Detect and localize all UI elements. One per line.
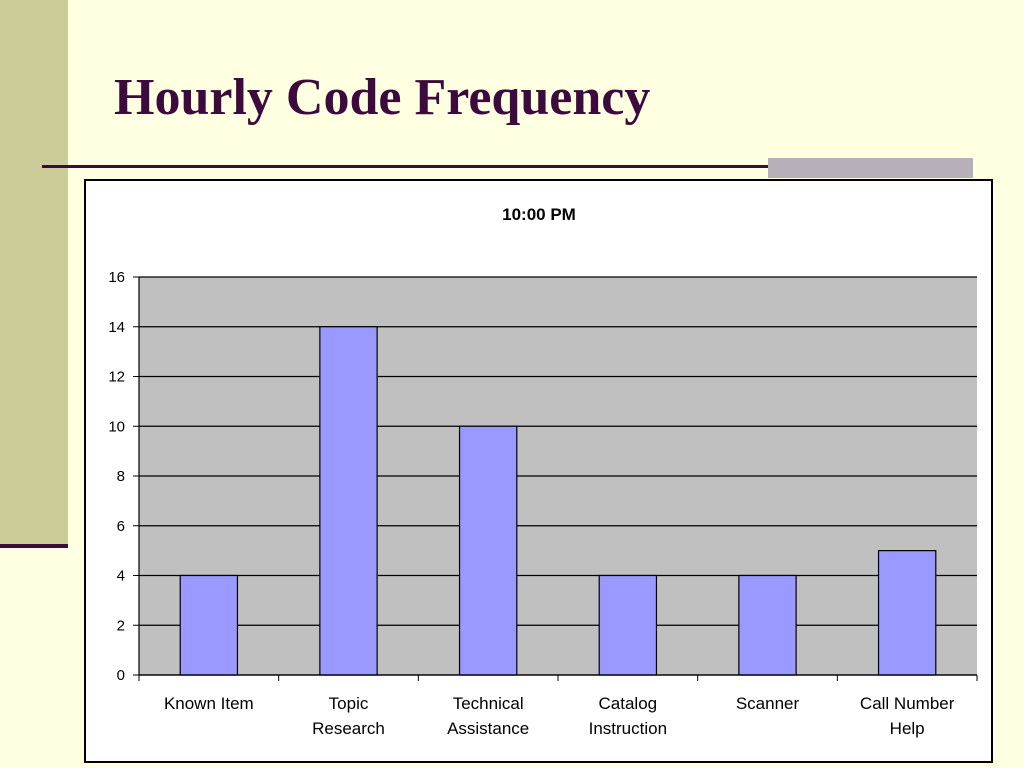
x-tick-label-line: Research [312,719,385,738]
y-tick-label: 14 [108,319,125,336]
x-tick-label-line: Known Item [164,694,254,713]
x-tick-label: Scanner [736,694,800,713]
axes [133,276,978,681]
slide-title: Hourly Code Frequency [114,69,651,126]
axis-labels: 0 2 4 6 8 10 12 14 16 Known Item Topic Research Tech… [108,269,954,738]
x-tick-label-line: Help [890,719,925,738]
x-tick-label-line: Topic [329,694,369,713]
y-tick-label: 0 [117,667,125,684]
x-tick-label-line: Instruction [589,719,667,738]
x-tick-label: Topic Research [312,694,385,738]
bar-chart: 10:00 PM 0 2 4 6 8 10 12 14 16 Known Item Topic Res… [108,205,978,738]
accent-block [768,158,973,178]
chart-title: 10:00 PM [502,205,576,224]
y-tick-label: 10 [108,418,125,435]
x-tick-label: Catalog Instruction [589,694,667,738]
x-tick-label: Known Item [164,694,254,713]
y-tick-label: 4 [117,568,125,585]
y-tick-label: 12 [108,369,125,386]
y-tick-label: 16 [108,269,125,286]
x-tick-label-line: Call Number [860,694,955,713]
x-tick-label-line: Assistance [447,719,529,738]
side-bar [0,0,68,548]
bars [179,326,937,676]
chart-frame: 10:00 PM 0 2 4 6 8 10 12 14 16 Known Item Topic Res… [84,179,993,763]
bar [179,574,239,676]
x-tick-label-line: Technical [453,694,524,713]
bar [877,550,937,676]
bar [319,326,378,676]
x-tick-label-line: Catalog [599,694,658,713]
x-tick-label: Call Number Help [860,694,955,738]
y-tick-label: 6 [117,518,125,535]
title-rule [42,165,972,168]
y-tick-label: 8 [117,468,125,485]
side-rule [0,544,68,548]
y-tick-label: 2 [117,617,125,634]
bar [458,425,518,676]
bar [598,574,658,676]
x-tick-label-line: Scanner [736,694,800,713]
x-tick-label: Technical Assistance [447,694,529,738]
bar [738,574,797,676]
